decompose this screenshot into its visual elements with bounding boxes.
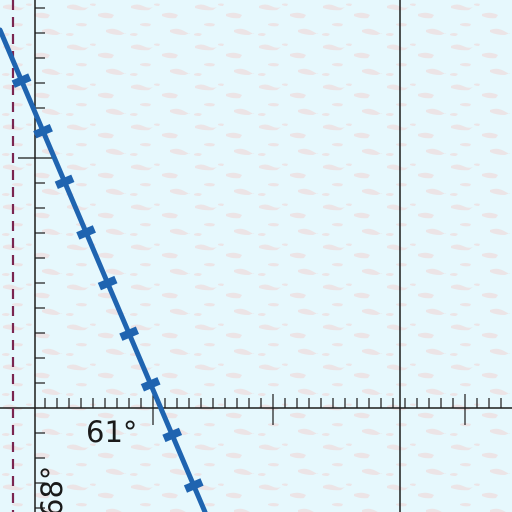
- boundary-tick: [162, 427, 183, 443]
- boundary-tick: [33, 124, 53, 139]
- meridian-ticks: [18, 7, 52, 509]
- boundary-tick-marks: [11, 73, 204, 493]
- boundary-tick: [119, 326, 140, 341]
- boundary-tick: [54, 174, 75, 190]
- boundary-tick: [11, 73, 32, 88]
- boundary-tick: [140, 377, 161, 392]
- boundary-tick: [76, 225, 96, 240]
- boundary-tick: [183, 478, 204, 493]
- parallel-ticks: [44, 394, 502, 425]
- latitude-label: 68°: [35, 465, 69, 512]
- boundary-line-with-tick-marks: [0, 27, 208, 512]
- longitude-label: 61°: [86, 415, 138, 449]
- boundary-tick: [97, 275, 118, 291]
